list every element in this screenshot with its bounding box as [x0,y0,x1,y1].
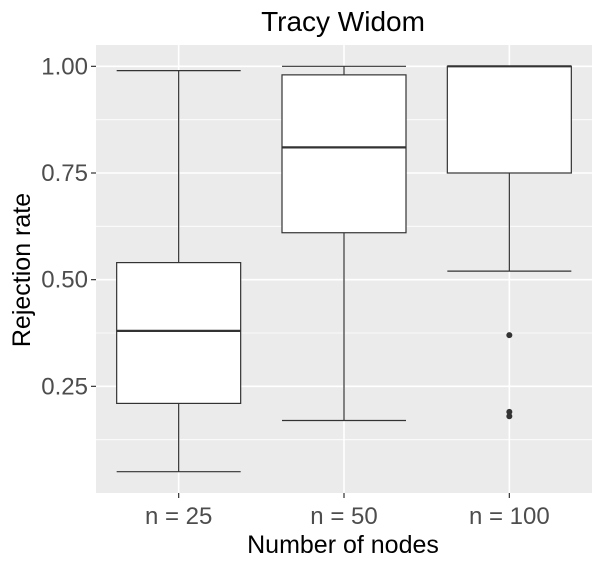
chart-title: Tracy Widom [261,6,425,37]
x-tick-label: n = 25 [145,503,212,530]
y-axis-title: Rejection rate [8,193,36,347]
x-tick-label: n = 50 [310,503,377,530]
outlier-point [506,408,513,415]
box-body [281,74,407,234]
x-axis-title: Number of nodes [247,531,439,559]
box-2 [281,65,407,422]
x-axis: n = 25 n = 50 n = 100 [145,493,550,530]
outlier-point [506,413,513,420]
y-tick-label: 1.00 [41,53,88,80]
box-1 [116,69,242,473]
box-3 [446,65,572,420]
y-tick-label: 0.75 [41,160,88,187]
y-axis: 0.25 0.50 0.75 1.00 [41,53,96,400]
boxes [116,65,572,473]
x-tick-label: n = 100 [469,503,550,530]
box-body [446,65,572,174]
y-tick-label: 0.25 [41,373,88,400]
box-body [116,262,242,405]
outlier-point [506,332,513,339]
y-tick-label: 0.50 [41,267,88,294]
